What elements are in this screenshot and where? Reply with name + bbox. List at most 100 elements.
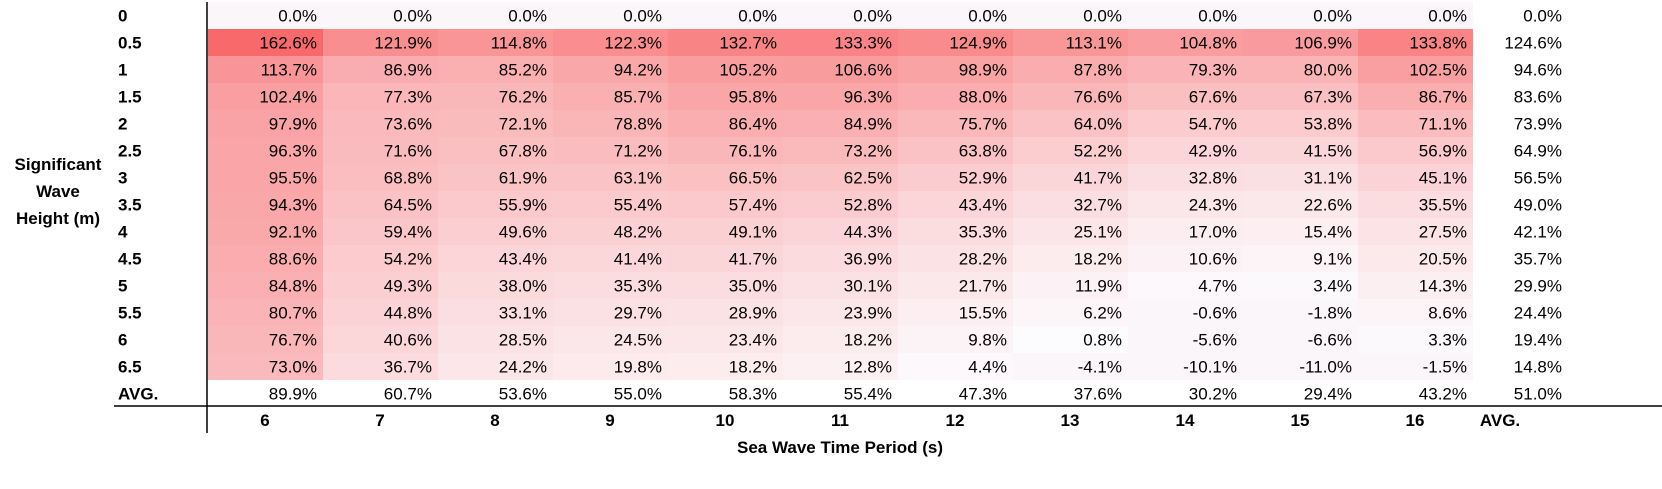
- cell-value-label: 18.2%: [729, 358, 777, 377]
- heatmap-cell: [208, 218, 323, 245]
- heatmap-cell: [1128, 191, 1243, 218]
- cell-value-label: 85.2%: [499, 61, 547, 80]
- column-average-label: 43.2%: [1419, 385, 1467, 404]
- column-average-label: 53.6%: [499, 385, 547, 404]
- cell-value-label: 52.8%: [844, 196, 892, 215]
- cell-value-label: 43.4%: [959, 196, 1007, 215]
- heatmap-cell: [1358, 245, 1473, 272]
- row-label: 6.5: [118, 358, 142, 377]
- heatmap-cell: [1128, 353, 1243, 380]
- row-average-label: 29.9%: [1514, 277, 1562, 296]
- heatmap-cell: [783, 353, 898, 380]
- heatmap-cell: [208, 2, 323, 29]
- heatmap-cell: [668, 326, 783, 353]
- cell-value-label: 87.8%: [1074, 61, 1122, 80]
- heatmap-cell: [898, 299, 1013, 326]
- heatmap-cell: [438, 326, 553, 353]
- cell-value-label: 35.3%: [959, 223, 1007, 242]
- heatmap-cell: [553, 110, 668, 137]
- cell-value-label: 0.8%: [1083, 331, 1122, 350]
- row-label: 1: [118, 61, 127, 80]
- heatmap-cell: [323, 56, 438, 83]
- cell-value-label: 35.5%: [1419, 196, 1467, 215]
- column-label: 7: [375, 411, 384, 430]
- heatmap-cell: [323, 164, 438, 191]
- row-average-label: 64.9%: [1514, 142, 1562, 161]
- heatmap-cell: [1128, 299, 1243, 326]
- cell-value-label: 10.6%: [1189, 250, 1237, 269]
- cell-value-label: 94.2%: [614, 61, 662, 80]
- y-axis-label-line: Wave: [36, 182, 80, 201]
- heatmap-cell: [1243, 110, 1358, 137]
- heatmap-cell: [1013, 83, 1128, 110]
- row-label: 4: [118, 223, 128, 242]
- heatmap-cell: [1358, 326, 1473, 353]
- heatmap-cell: [1358, 137, 1473, 164]
- heatmap-cell: [668, 137, 783, 164]
- heatmap-cell: [783, 245, 898, 272]
- heatmap-cell: [323, 29, 438, 56]
- heatmap-cell: [1243, 326, 1358, 353]
- heatmap-cell: [1358, 29, 1473, 56]
- heatmap-cell: [898, 29, 1013, 56]
- row-label: 3: [118, 169, 127, 188]
- heatmap-cell: [323, 299, 438, 326]
- heatmap-cell: [208, 299, 323, 326]
- cell-value-label: 63.8%: [959, 142, 1007, 161]
- heatmap-cell: [1243, 191, 1358, 218]
- cell-value-label: 88.0%: [959, 88, 1007, 107]
- overall-average-label: 51.0%: [1514, 385, 1562, 404]
- cell-value-label: 76.2%: [499, 88, 547, 107]
- cell-value-label: 28.9%: [729, 304, 777, 323]
- cell-value-label: 0.0%: [393, 7, 432, 26]
- cell-value-label: 19.8%: [614, 358, 662, 377]
- cell-value-label: 24.3%: [1189, 196, 1237, 215]
- heatmap-cell: [1358, 83, 1473, 110]
- cell-value-label: 52.2%: [1074, 142, 1122, 161]
- row-average-label: 83.6%: [1514, 88, 1562, 107]
- cell-value-label: 0.0%: [623, 7, 662, 26]
- row-average-label: 24.4%: [1514, 304, 1562, 323]
- heatmap-cell: [1243, 2, 1358, 29]
- cell-value-label: 86.7%: [1419, 88, 1467, 107]
- cell-value-label: 4.7%: [1198, 277, 1237, 296]
- cell-value-label: 21.7%: [959, 277, 1007, 296]
- heatmap-cell: [783, 326, 898, 353]
- cell-value-label: 40.6%: [384, 331, 432, 350]
- column-average-label: 30.2%: [1189, 385, 1237, 404]
- row-label: 6: [118, 331, 127, 350]
- heatmap-cell: [1013, 191, 1128, 218]
- heatmap-cell: [1358, 353, 1473, 380]
- cell-value-label: 61.9%: [499, 169, 547, 188]
- row-average-label: 35.7%: [1514, 250, 1562, 269]
- column-average-label: 29.4%: [1304, 385, 1352, 404]
- heatmap-cell: [553, 299, 668, 326]
- cell-value-label: 133.3%: [834, 34, 892, 53]
- heatmap-cell: [438, 299, 553, 326]
- cell-value-label: 98.9%: [959, 61, 1007, 80]
- heatmap-cell: [783, 83, 898, 110]
- column-label: 6: [260, 411, 269, 430]
- heatmap-cell: [668, 218, 783, 245]
- heatmap-cell: [208, 83, 323, 110]
- heatmap-cell: [1128, 218, 1243, 245]
- heatmap-cell: [438, 29, 553, 56]
- heatmap-cell: [323, 218, 438, 245]
- cell-value-label: 67.6%: [1189, 88, 1237, 107]
- heatmap-cell: [553, 218, 668, 245]
- row-label: 2.5: [118, 142, 142, 161]
- cell-value-label: 28.2%: [959, 250, 1007, 269]
- heatmap-cell: [438, 245, 553, 272]
- cell-value-label: 71.2%: [614, 142, 662, 161]
- column-label: 15: [1291, 411, 1310, 430]
- heatmap-cell: [1128, 29, 1243, 56]
- cell-value-label: 67.3%: [1304, 88, 1352, 107]
- heatmap-cell: [668, 164, 783, 191]
- heatmap-cell: [668, 245, 783, 272]
- cell-value-label: 22.6%: [1304, 196, 1352, 215]
- heatmap-cell: [783, 191, 898, 218]
- heatmap-cell: [1243, 353, 1358, 380]
- y-axis-label-line: Height (m): [16, 209, 100, 228]
- heatmap-cell: [1358, 218, 1473, 245]
- cell-value-label: 106.9%: [1294, 34, 1352, 53]
